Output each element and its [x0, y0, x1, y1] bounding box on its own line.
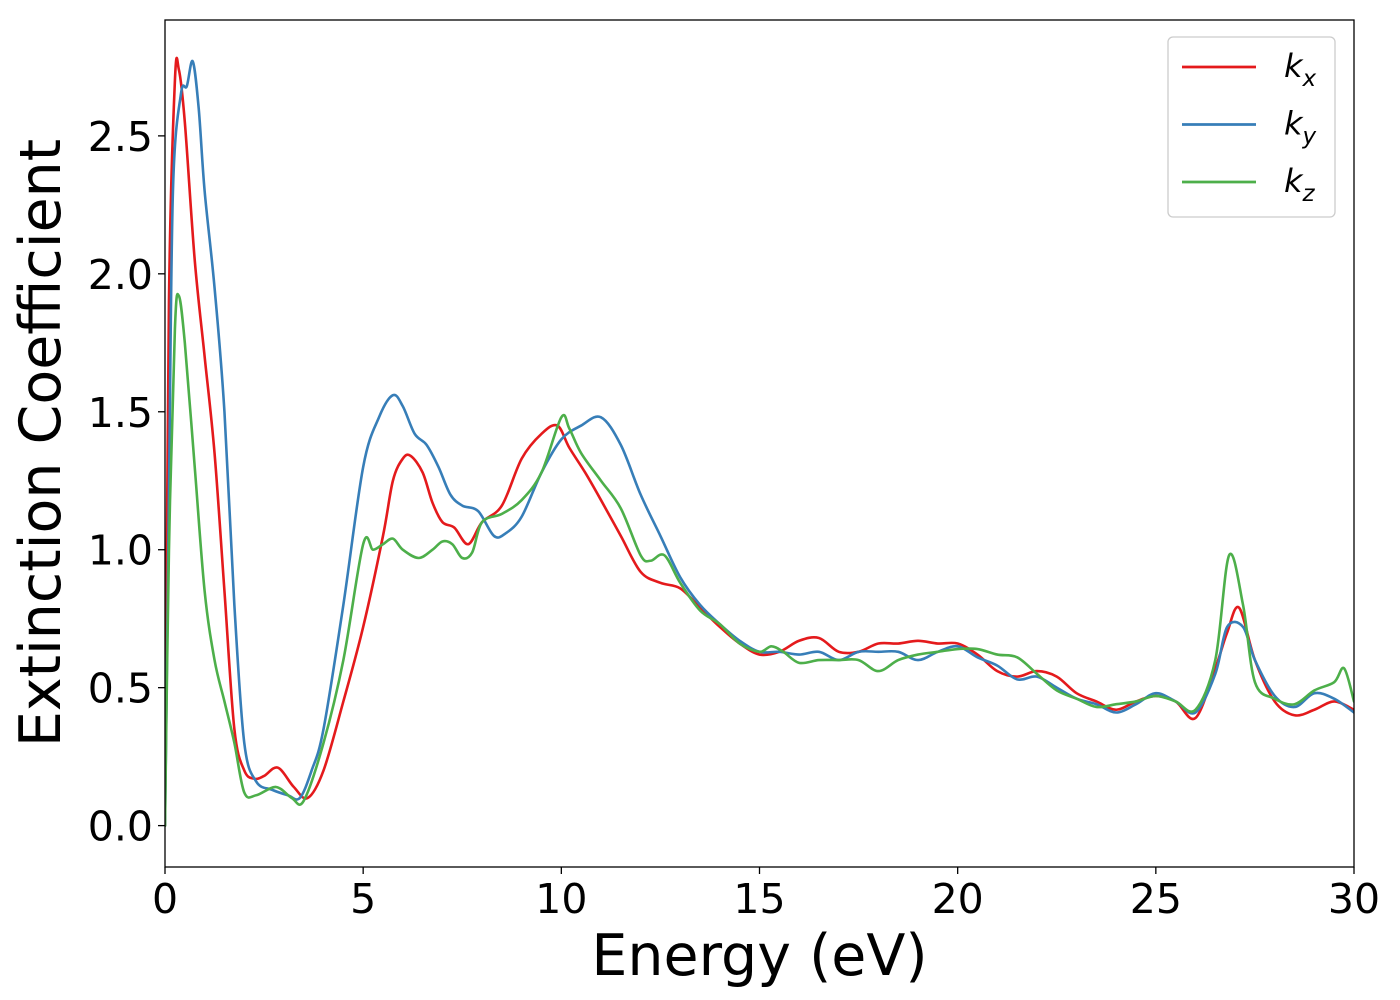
- legend-label-z: kz: [1284, 162, 1316, 207]
- x-tick-label: 5: [350, 875, 376, 923]
- y-tick-label: 1.0: [88, 527, 153, 575]
- y-tick-label: 0.5: [88, 665, 153, 713]
- y-tick-label: 1.5: [88, 389, 153, 437]
- y-tick-label: 0.0: [88, 803, 153, 851]
- x-tick-label: 10: [535, 875, 587, 923]
- legend-label-subscript: y: [1302, 124, 1317, 150]
- y-tick-label: 2.5: [88, 113, 153, 161]
- legend-label-base: k: [1284, 47, 1304, 85]
- x-tick-label: 0: [152, 875, 178, 923]
- y-axis-label: Extinction Coefficient: [8, 139, 74, 747]
- plot-area: [165, 20, 1354, 867]
- series-line-y: [165, 59, 1354, 827]
- x-axis-label: Energy (eV): [591, 923, 927, 989]
- x-axis-ticks: 0 5 10 15 20 25 30: [152, 867, 1380, 923]
- legend-label-x: kx: [1284, 47, 1317, 92]
- x-tick-label: 25: [1130, 875, 1182, 923]
- y-axis-ticks: 0.0 0.5 1.0 1.5 2.0 2.5: [88, 113, 165, 851]
- legend-frame: [1167, 36, 1336, 218]
- legend-label-y: ky: [1284, 105, 1317, 150]
- x-tick-label: 30: [1328, 875, 1380, 923]
- y-tick-label: 2.0: [88, 251, 153, 299]
- x-tick-label: 20: [932, 875, 984, 923]
- legend-label-base: k: [1284, 105, 1304, 143]
- series-layer: [165, 56, 1354, 827]
- legend-label-subscript: x: [1302, 66, 1317, 92]
- series-line-x: [165, 56, 1354, 827]
- x-tick-label: 15: [733, 875, 785, 923]
- legend-label-base: k: [1284, 162, 1304, 200]
- legend-label-subscript: z: [1302, 181, 1316, 207]
- series-line-z: [165, 292, 1354, 827]
